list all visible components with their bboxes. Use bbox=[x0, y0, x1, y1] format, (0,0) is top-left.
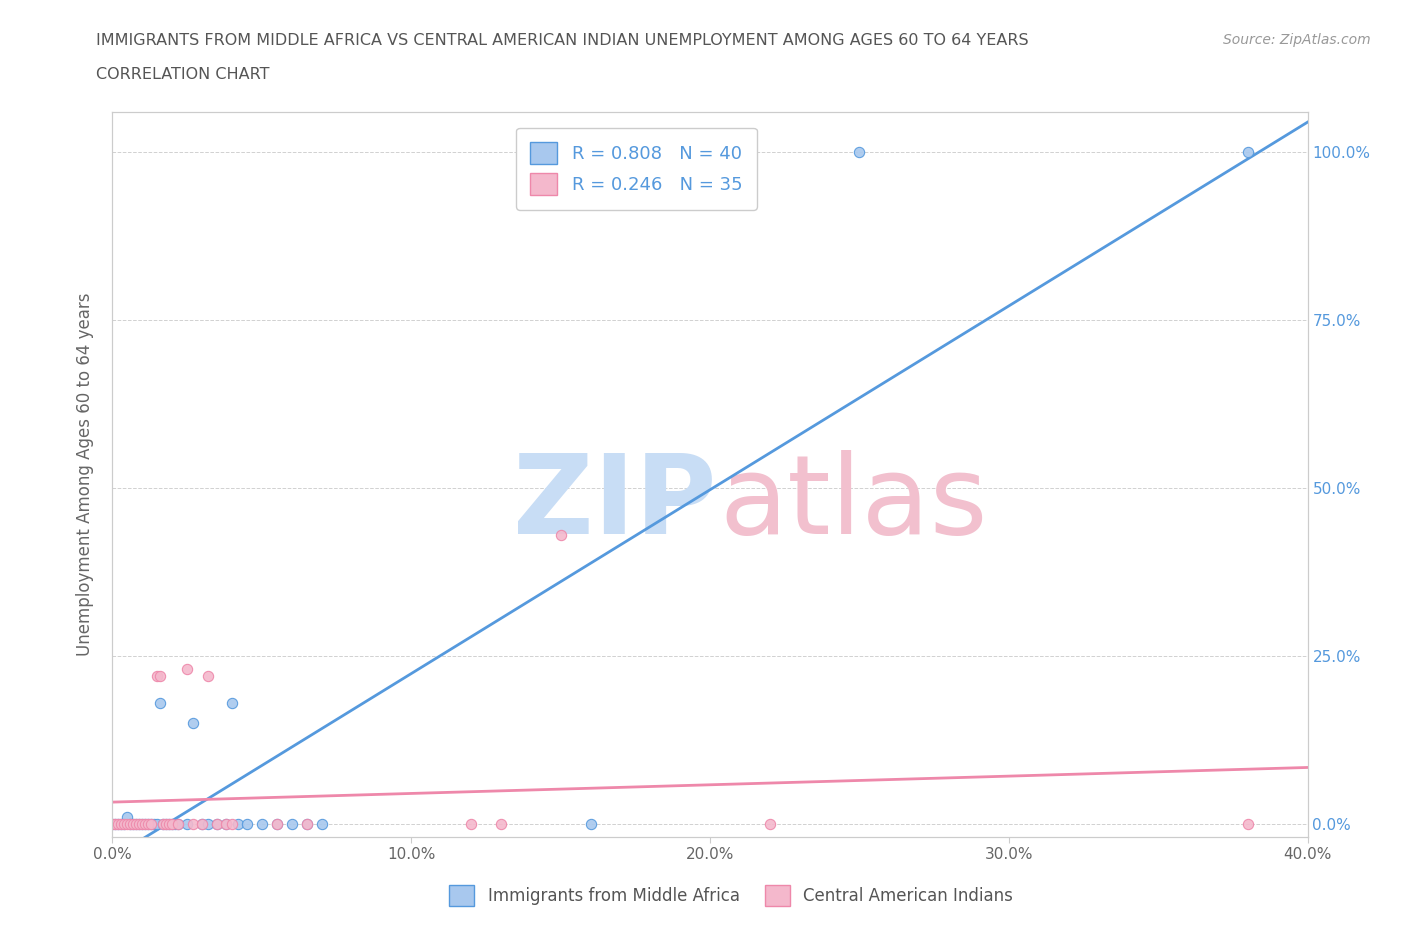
Point bbox=[101, 817, 124, 831]
Point bbox=[146, 817, 169, 831]
Point bbox=[197, 817, 219, 831]
Point bbox=[1237, 144, 1260, 159]
Point bbox=[311, 817, 333, 831]
Point bbox=[131, 817, 153, 831]
Point bbox=[191, 817, 214, 831]
Point bbox=[146, 669, 169, 684]
Point bbox=[125, 817, 148, 831]
Point bbox=[152, 817, 174, 831]
Point bbox=[122, 817, 145, 831]
Point bbox=[120, 817, 142, 831]
Text: Source: ZipAtlas.com: Source: ZipAtlas.com bbox=[1223, 33, 1371, 46]
Point bbox=[215, 817, 238, 831]
Legend: Immigrants from Middle Africa, Central American Indians: Immigrants from Middle Africa, Central A… bbox=[443, 879, 1019, 912]
Point bbox=[149, 696, 172, 711]
Point bbox=[550, 527, 572, 542]
Point bbox=[122, 817, 145, 831]
Point bbox=[165, 817, 187, 831]
Point bbox=[155, 817, 177, 831]
Point bbox=[460, 817, 482, 831]
Point bbox=[236, 817, 259, 831]
Point bbox=[131, 817, 153, 831]
Point bbox=[128, 817, 150, 831]
Point bbox=[107, 817, 129, 831]
Text: CORRELATION CHART: CORRELATION CHART bbox=[96, 67, 269, 82]
Point bbox=[138, 817, 160, 831]
Point bbox=[149, 669, 172, 684]
Point bbox=[205, 817, 228, 831]
Point bbox=[110, 817, 132, 831]
Point bbox=[143, 817, 166, 831]
Point bbox=[104, 817, 127, 831]
Y-axis label: Unemployment Among Ages 60 to 64 years: Unemployment Among Ages 60 to 64 years bbox=[76, 293, 94, 656]
Point bbox=[157, 817, 180, 831]
Point bbox=[295, 817, 318, 831]
Point bbox=[155, 817, 177, 831]
Point bbox=[176, 661, 198, 676]
Point bbox=[266, 817, 288, 831]
Point bbox=[848, 144, 870, 159]
Legend: R = 0.808   N = 40, R = 0.246   N = 35: R = 0.808 N = 40, R = 0.246 N = 35 bbox=[516, 128, 756, 210]
Point bbox=[162, 817, 183, 831]
Point bbox=[176, 817, 198, 831]
Point bbox=[205, 817, 228, 831]
Point bbox=[104, 817, 127, 831]
Point bbox=[134, 817, 156, 831]
Point bbox=[215, 817, 238, 831]
Point bbox=[152, 817, 174, 831]
Text: atlas: atlas bbox=[720, 450, 987, 557]
Point bbox=[141, 817, 163, 831]
Point bbox=[107, 817, 129, 831]
Point bbox=[281, 817, 304, 831]
Point bbox=[759, 817, 782, 831]
Point bbox=[579, 817, 602, 831]
Point bbox=[221, 696, 243, 711]
Point bbox=[120, 817, 142, 831]
Point bbox=[266, 817, 288, 831]
Text: ZIP: ZIP bbox=[513, 450, 716, 557]
Point bbox=[162, 817, 183, 831]
Point bbox=[128, 817, 150, 831]
Point bbox=[138, 817, 160, 831]
Point bbox=[141, 817, 163, 831]
Point bbox=[191, 817, 214, 831]
Point bbox=[250, 817, 273, 831]
Point bbox=[489, 817, 512, 831]
Point bbox=[181, 817, 204, 831]
Point bbox=[197, 669, 219, 684]
Point bbox=[117, 809, 139, 824]
Point bbox=[181, 715, 204, 730]
Point bbox=[134, 817, 156, 831]
Point bbox=[167, 817, 190, 831]
Point bbox=[125, 817, 148, 831]
Point bbox=[110, 817, 132, 831]
Point bbox=[295, 817, 318, 831]
Point bbox=[1237, 817, 1260, 831]
Point bbox=[101, 817, 124, 831]
Point bbox=[114, 817, 135, 831]
Text: IMMIGRANTS FROM MIDDLE AFRICA VS CENTRAL AMERICAN INDIAN UNEMPLOYMENT AMONG AGES: IMMIGRANTS FROM MIDDLE AFRICA VS CENTRAL… bbox=[96, 33, 1028, 47]
Point bbox=[117, 817, 139, 831]
Point bbox=[114, 817, 135, 831]
Point bbox=[167, 817, 190, 831]
Point bbox=[226, 817, 249, 831]
Point bbox=[157, 817, 180, 831]
Point bbox=[221, 817, 243, 831]
